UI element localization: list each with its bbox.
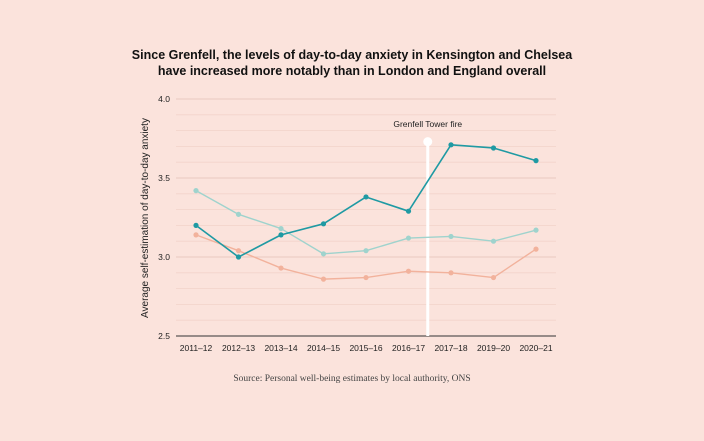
- x-tick-label: 2016–17: [392, 343, 425, 353]
- data-point-london: [278, 225, 284, 232]
- grenfell-marker-dot: [423, 137, 433, 147]
- y-axis-label: Average self-estimation of day-to-day an…: [140, 118, 151, 318]
- data-point-kensington-and-chelsea: [405, 208, 412, 214]
- series-line-london: [195, 190, 537, 255]
- chart-title-line-1: Since Grenfell, the levels of day-to-day…: [131, 48, 573, 62]
- data-point-england: [490, 274, 497, 281]
- data-point-london: [363, 248, 369, 254]
- y-tick-label: 3.0: [158, 252, 170, 262]
- chart-title: Since Grenfell, the levels of day-to-day…: [0, 47, 704, 79]
- data-point-england: [193, 232, 199, 238]
- x-tick-label: 2012–13: [222, 343, 255, 353]
- y-tick-label: 2.5: [158, 331, 170, 341]
- data-point-london: [448, 233, 454, 240]
- x-tick-label: 2019–20: [477, 343, 510, 353]
- x-tick-label: 2015–16: [349, 343, 382, 353]
- x-tick-label: 2017–18: [434, 343, 467, 353]
- y-tick-label: 4.0: [158, 94, 170, 104]
- grenfell-annotation: Grenfell Tower fire: [393, 119, 462, 129]
- data-point-kensington-and-chelsea: [448, 142, 454, 148]
- data-point-london: [193, 188, 199, 194]
- data-point-england: [235, 248, 242, 254]
- y-tick-label: 3.5: [158, 173, 170, 183]
- x-tick-label: 2011–12: [180, 343, 213, 353]
- data-point-england: [320, 276, 327, 282]
- data-point-london: [405, 235, 412, 241]
- data-point-london: [320, 251, 327, 257]
- data-point-london: [490, 238, 497, 244]
- data-point-london: [533, 227, 539, 233]
- x-tick-label: 2013–14: [264, 343, 297, 353]
- source-note: Source: Personal well-being estimates by…: [233, 374, 471, 384]
- x-tick-label: 2020–21: [519, 343, 552, 353]
- data-point-london: [235, 211, 242, 217]
- data-point-kensington-and-chelsea: [235, 254, 242, 260]
- data-point-england: [363, 274, 369, 281]
- data-point-kensington-and-chelsea: [490, 145, 497, 151]
- data-point-england: [448, 270, 454, 276]
- data-point-kensington-and-chelsea: [320, 221, 327, 227]
- x-tick-label: 2014–15: [307, 343, 340, 353]
- data-point-england: [533, 246, 539, 252]
- data-point-kensington-and-chelsea: [533, 158, 539, 164]
- data-point-kensington-and-chelsea: [193, 222, 199, 228]
- data-point-kensington-and-chelsea: [278, 232, 284, 238]
- data-point-england: [405, 268, 412, 274]
- chart-title-line-2: have increased more notably than in Lond…: [157, 64, 547, 78]
- data-point-england: [278, 265, 284, 271]
- data-point-kensington-and-chelsea: [363, 194, 369, 200]
